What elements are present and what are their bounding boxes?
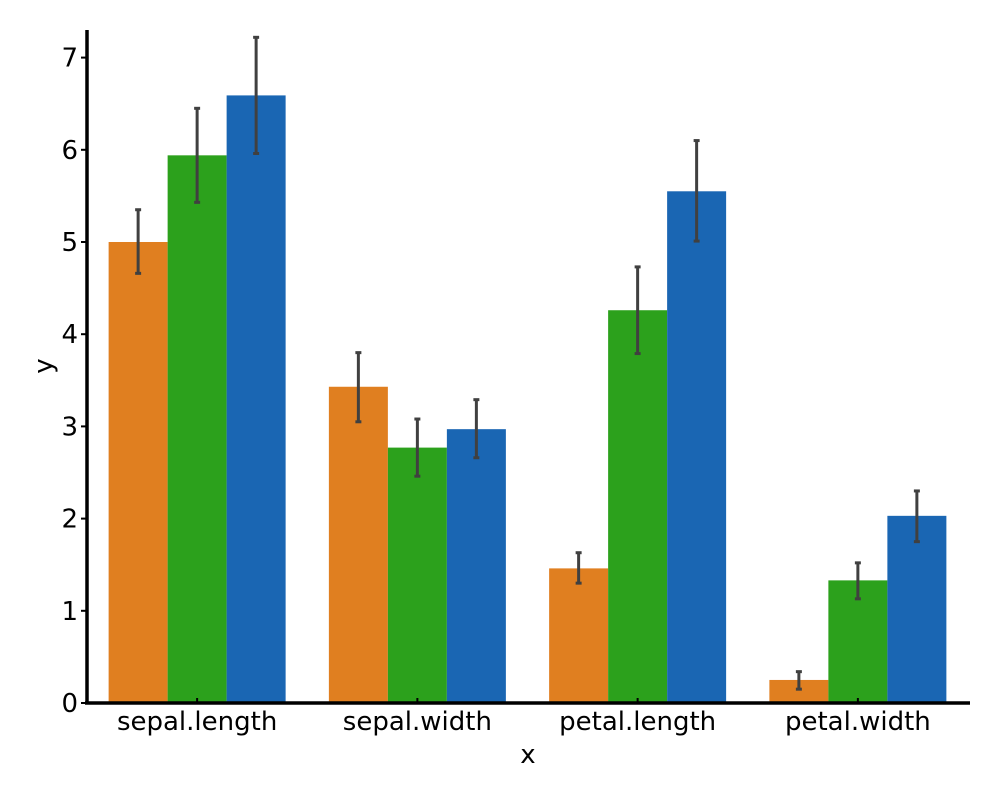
bar-sepal.width-series-1 — [328, 386, 388, 703]
bar-sepal.width-series-2 — [387, 447, 447, 703]
bar-sepal.length-series-3 — [226, 95, 286, 704]
x-tick-label: sepal.width — [343, 707, 492, 737]
bar-petal.width-series-3 — [887, 515, 947, 703]
bar-petal.length-series-1 — [549, 568, 609, 703]
x-axis-title: x — [520, 740, 535, 770]
bar-petal.width-series-2 — [828, 580, 888, 703]
y-tick-label: 7 — [61, 44, 78, 74]
x-tick-label: petal.width — [785, 707, 931, 737]
y-ticks-group: 0 1 2 3 4 5 6 7 — [61, 44, 87, 719]
bar-petal.length-series-3 — [667, 191, 727, 704]
y-axis-title: y — [29, 358, 59, 373]
y-tick-label: 5 — [61, 228, 78, 258]
error-bars-group — [135, 35, 920, 691]
y-tick-label: 0 — [61, 689, 78, 719]
y-tick-label: 1 — [61, 597, 78, 627]
y-tick-label: 2 — [61, 505, 78, 535]
bar-sepal.length-series-1 — [108, 242, 168, 703]
x-tick-label: petal.length — [559, 707, 716, 737]
y-tick-label: 3 — [61, 412, 78, 442]
x-tick-label: sepal.length — [117, 707, 277, 737]
bar-sepal.length-series-2 — [167, 155, 227, 703]
x-ticks-group: sepal.length sepal.width petal.length petal… — [117, 698, 931, 737]
axes-group — [85, 30, 970, 705]
bar-sepal.width-series-3 — [446, 429, 506, 703]
bar-petal.width-series-1 — [769, 679, 829, 703]
y-tick-label: 6 — [61, 136, 78, 166]
y-tick-label: 4 — [61, 320, 78, 350]
bars-group — [108, 95, 947, 704]
bar-petal.length-series-2 — [608, 310, 668, 703]
